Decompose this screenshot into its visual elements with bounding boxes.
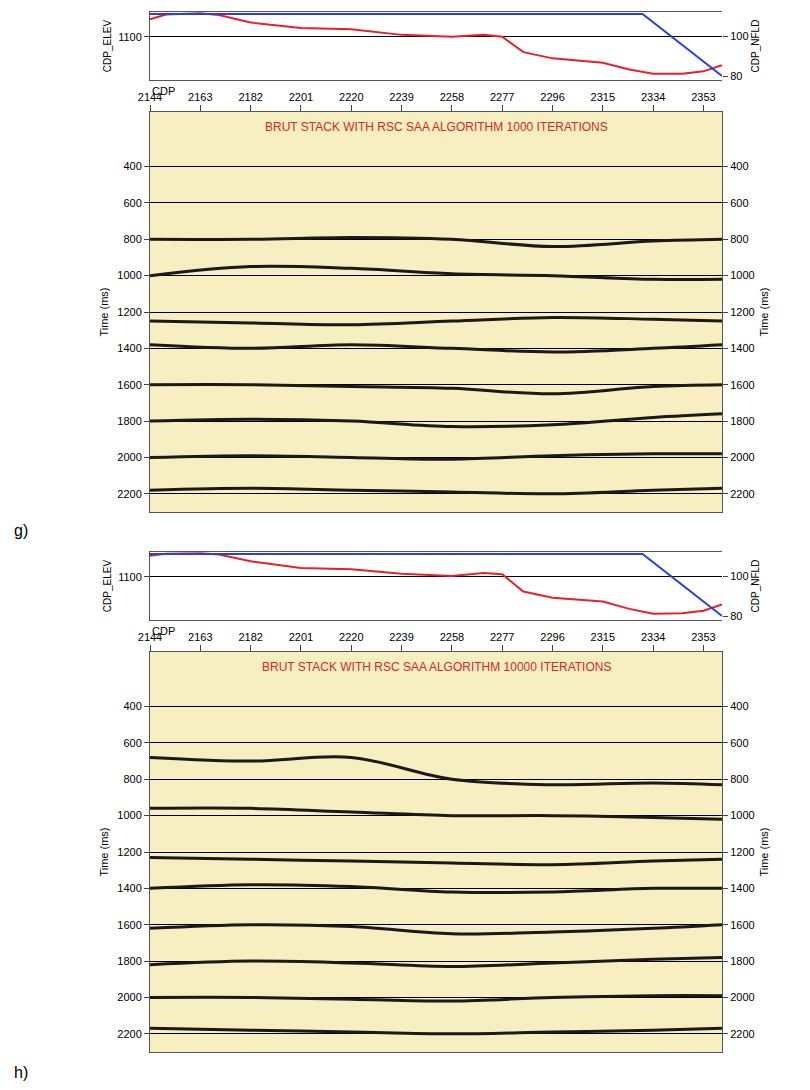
svg-text:2200: 2200 [730,488,754,500]
svg-text:2296: 2296 [540,631,564,643]
svg-text:1600: 1600 [117,919,141,931]
svg-text:CDP_NFLD: CDP_NFLD [750,20,761,73]
svg-text:2144: 2144 [138,631,162,643]
svg-text:600: 600 [730,737,748,749]
svg-text:2258: 2258 [440,91,464,103]
svg-text:1600: 1600 [730,919,754,931]
svg-text:400: 400 [730,160,748,172]
svg-text:h): h) [14,1064,28,1081]
svg-text:2000: 2000 [730,451,754,463]
svg-text:2000: 2000 [117,991,141,1003]
svg-text:400: 400 [123,160,141,172]
svg-text:1800: 1800 [730,415,754,427]
svg-text:1200: 1200 [117,306,141,318]
svg-text:CDP_ELEV: CDP_ELEV [102,560,113,613]
svg-text:600: 600 [123,197,141,209]
svg-text:2201: 2201 [289,631,313,643]
svg-text:2239: 2239 [389,91,413,103]
svg-text:1800: 1800 [730,955,754,967]
svg-text:1200: 1200 [117,846,141,858]
svg-text:2163: 2163 [188,631,212,643]
svg-text:2258: 2258 [440,631,464,643]
svg-text:600: 600 [123,737,141,749]
svg-text:1400: 1400 [730,342,754,354]
svg-text:1600: 1600 [730,379,754,391]
svg-text:2182: 2182 [238,91,262,103]
svg-text:800: 800 [730,773,748,785]
svg-text:2000: 2000 [117,451,141,463]
svg-text:2277: 2277 [490,91,514,103]
svg-text:1100: 1100 [118,571,142,583]
svg-text:2315: 2315 [591,91,615,103]
svg-text:800: 800 [123,233,141,245]
svg-text:2334: 2334 [641,631,665,643]
svg-text:2201: 2201 [289,91,313,103]
svg-text:1200: 1200 [730,846,754,858]
svg-text:2277: 2277 [490,631,514,643]
svg-text:2144: 2144 [138,91,162,103]
svg-text:2182: 2182 [238,631,262,643]
svg-text:Time (ms): Time (ms) [98,287,110,336]
svg-text:2220: 2220 [339,91,363,103]
svg-text:2200: 2200 [117,488,141,500]
svg-text:1400: 1400 [117,882,141,894]
svg-text:2220: 2220 [339,631,363,643]
svg-text:CDP_NFLD: CDP_NFLD [750,560,761,613]
svg-text:2200: 2200 [117,1028,141,1040]
svg-text:Time (ms): Time (ms) [758,827,770,876]
svg-text:80: 80 [730,610,742,622]
svg-text:2000: 2000 [730,991,754,1003]
svg-text:1600: 1600 [117,379,141,391]
svg-text:2239: 2239 [389,631,413,643]
svg-text:1200: 1200 [730,306,754,318]
svg-text:CDP_ELEV: CDP_ELEV [102,20,113,73]
svg-text:1800: 1800 [117,955,141,967]
svg-text:800: 800 [730,233,748,245]
svg-text:Time (ms): Time (ms) [98,827,110,876]
svg-text:2334: 2334 [641,91,665,103]
svg-text:2315: 2315 [591,631,615,643]
svg-text:80: 80 [730,70,742,82]
svg-text:Time (ms): Time (ms) [758,287,770,336]
svg-text:1000: 1000 [730,809,754,821]
svg-text:1000: 1000 [730,269,754,281]
svg-text:400: 400 [123,700,141,712]
svg-text:2296: 2296 [540,91,564,103]
svg-text:CDP: CDP [152,625,175,637]
svg-text:1100: 1100 [118,31,142,43]
svg-text:2163: 2163 [188,91,212,103]
svg-text:CDP: CDP [152,85,175,97]
svg-text:800: 800 [123,773,141,785]
svg-text:BRUT STACK WITH RSC SAA ALGORI: BRUT STACK WITH RSC SAA ALGORITHM 10000 … [262,660,611,674]
svg-text:BRUT STACK WITH RSC SAA ALGORI: BRUT STACK WITH RSC SAA ALGORITHM 1000 I… [265,120,608,134]
svg-text:100: 100 [730,570,748,582]
svg-text:2353: 2353 [691,91,715,103]
svg-text:2353: 2353 [691,631,715,643]
svg-text:1000: 1000 [117,269,141,281]
svg-text:400: 400 [730,700,748,712]
svg-text:1800: 1800 [117,415,141,427]
svg-text:100: 100 [730,30,748,42]
svg-text:600: 600 [730,197,748,209]
svg-text:1000: 1000 [117,809,141,821]
svg-text:2200: 2200 [730,1028,754,1040]
svg-text:1400: 1400 [730,882,754,894]
svg-text:1400: 1400 [117,342,141,354]
svg-text:g): g) [14,522,28,539]
